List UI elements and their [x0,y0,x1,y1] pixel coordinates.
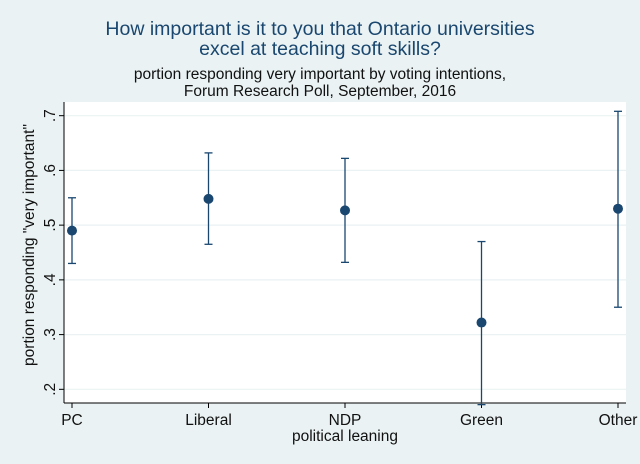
data-point [67,225,77,236]
data-point [476,317,487,328]
x-tick-label: NDP [329,412,362,429]
x-axis: PC Liberal NDP Green Other [61,402,638,429]
chart-subtitle-line-2: Forum Research Poll, September, 2016 [183,83,457,100]
x-tick-label: Other [599,412,638,429]
data-point [340,205,350,216]
x-tick-label: Green [460,412,503,429]
y-tick-label: .3 [42,328,59,341]
data-point [613,203,623,214]
chart-title-line-1: How important is it to you that Ontario … [105,18,535,40]
y-tick-label: .4 [42,273,59,286]
y-tick-label: .7 [42,109,59,122]
y-tick-label: .2 [42,383,59,396]
y-tick-label: .6 [42,164,59,177]
data-points [67,193,623,328]
x-tick-label: PC [61,412,83,429]
y-axis: .2 .3 .4 .5 .6 .7 [42,102,65,403]
y-tick-label: .5 [42,219,59,232]
data-point [203,193,214,204]
chart-subtitle-line-1: portion responding very important by vot… [133,66,507,83]
x-tick-label: Liberal [185,412,232,429]
x-axis-label: political leaning [292,428,398,445]
y-axis-label: portion responding "very important" [21,124,38,366]
chart-title-line-2: excel at teaching soft skills? [199,38,441,60]
